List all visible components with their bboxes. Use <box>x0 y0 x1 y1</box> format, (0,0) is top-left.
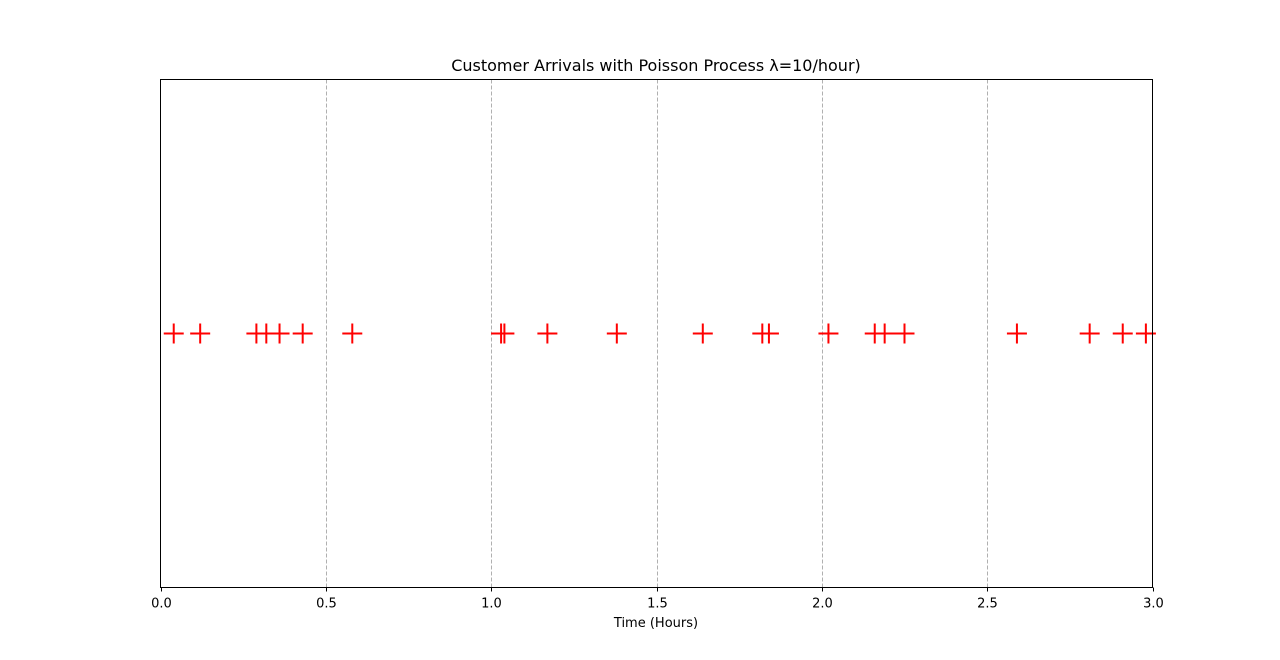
x-tick-label: 1.0 <box>481 597 502 612</box>
arrival-marker <box>818 323 839 344</box>
arrival-marker <box>874 323 895 344</box>
arrival-marker <box>606 323 627 344</box>
arrival-marker <box>190 323 211 344</box>
x-tick-label: 0.5 <box>316 597 337 612</box>
arrival-marker <box>894 323 915 344</box>
x-tick-label: 0.0 <box>151 597 172 612</box>
arrival-marker <box>1112 323 1133 344</box>
arrival-marker <box>163 323 184 344</box>
x-axis-label: Time (Hours) <box>613 616 698 631</box>
arrival-marker <box>1079 323 1100 344</box>
arrival-marker <box>494 323 515 344</box>
x-tick-label: 1.5 <box>647 597 668 612</box>
x-tick-label: 2.5 <box>977 597 998 612</box>
x-tick-label: 3.0 <box>1143 597 1164 612</box>
arrival-marker <box>758 323 779 344</box>
x-tick-label: 2.0 <box>812 597 833 612</box>
arrival-marker <box>537 323 558 344</box>
marker-layer <box>163 323 1156 344</box>
tick-layer: 0.0 0.5 1.0 1.5 2.0 2.5 3.0 <box>151 587 1164 612</box>
arrival-marker <box>692 323 713 344</box>
chart-title: Customer Arrivals with Poisson Process λ… <box>451 56 861 75</box>
plot-frame <box>160 79 1153 588</box>
arrival-marker <box>342 323 363 344</box>
arrival-marker <box>1006 323 1027 344</box>
grid-layer <box>326 79 988 588</box>
arrival-marker <box>292 323 313 344</box>
arrival-marker <box>269 323 290 344</box>
